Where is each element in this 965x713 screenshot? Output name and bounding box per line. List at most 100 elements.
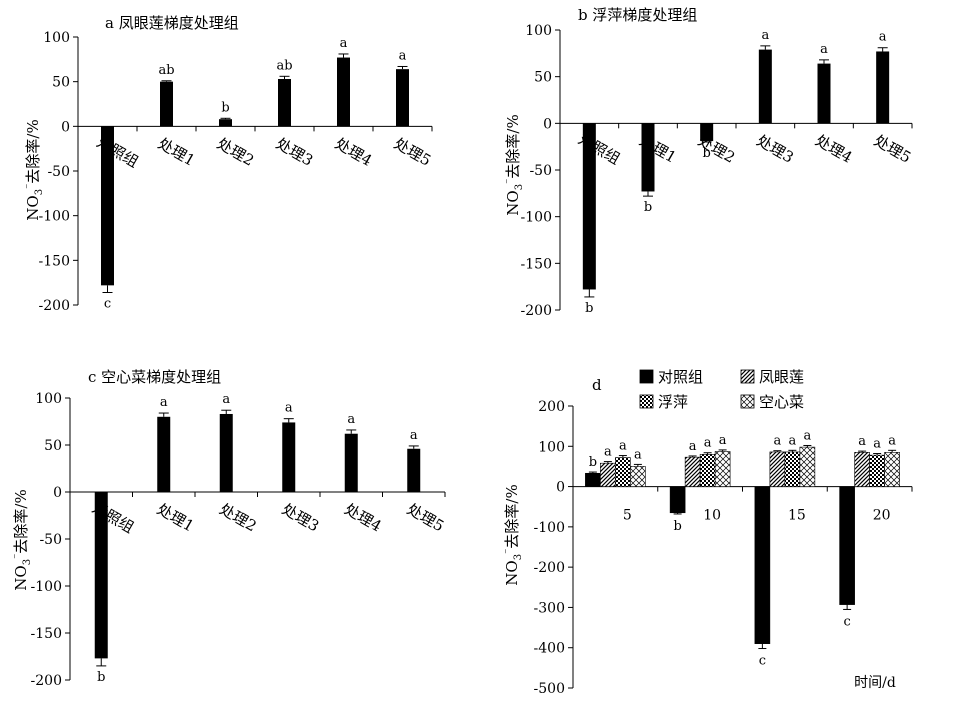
- category-label: 处理3: [273, 134, 316, 169]
- legend-swatch: [639, 369, 654, 384]
- y-axis-label: NO3⁻去除率/%: [24, 119, 45, 220]
- significance-label: a: [879, 30, 887, 45]
- category-label: 对照组: [94, 133, 142, 171]
- bar: [669, 486, 686, 514]
- significance-label: b: [585, 301, 593, 316]
- significance-label: a: [689, 439, 697, 454]
- significance-label: c: [104, 296, 111, 311]
- bar: [854, 452, 870, 487]
- significance-label: b: [589, 455, 597, 470]
- y-axis-label-group: NO3⁻去除率/%: [12, 489, 33, 590]
- y-tick-label: 200: [538, 399, 565, 415]
- significance-label: b: [97, 670, 105, 685]
- significance-label: a: [604, 445, 612, 460]
- significance-label: a: [222, 392, 230, 407]
- significance-label: a: [340, 36, 348, 51]
- significance-label: ab: [158, 63, 174, 78]
- legend-label: 对照组: [658, 368, 703, 386]
- y-tick-label: -100: [31, 579, 62, 595]
- bar: [600, 462, 616, 487]
- bar: [884, 452, 900, 487]
- y-tick-label: 100: [538, 439, 565, 455]
- significance-label: a: [634, 447, 642, 462]
- bar: [876, 51, 890, 124]
- category-label: 处理2: [214, 134, 257, 169]
- significance-label: a: [761, 28, 769, 43]
- significance-label: a: [160, 395, 168, 410]
- legend-label: 凤眼莲: [759, 368, 804, 386]
- significance-label: b: [703, 146, 711, 161]
- legend-label: 浮萍: [658, 393, 688, 411]
- chart-title: c 空心菜梯度处理组: [88, 368, 221, 386]
- category-label: 处理2: [216, 500, 259, 535]
- y-tick-label: -100: [39, 209, 70, 225]
- bar: [337, 57, 350, 127]
- y-tick-label: 50: [52, 75, 70, 91]
- category-label: 10: [703, 508, 721, 524]
- significance-label: ab: [276, 58, 292, 73]
- significance-label: a: [619, 439, 627, 454]
- bar: [157, 416, 171, 492]
- y-tick-label: -400: [534, 641, 565, 657]
- significance-label: a: [803, 428, 811, 443]
- y-tick-label: -500: [534, 681, 565, 697]
- category-label: 处理4: [332, 134, 375, 169]
- bar: [219, 119, 232, 127]
- bar: [769, 451, 786, 487]
- significance-label: a: [410, 428, 418, 443]
- y-axis-label: NO3⁻去除率/%: [504, 114, 525, 215]
- y-tick-label: 100: [35, 391, 62, 407]
- bar: [219, 413, 233, 492]
- significance-label: a: [285, 401, 293, 416]
- y-tick-label: 0: [543, 116, 552, 132]
- legend-swatch: [740, 369, 755, 384]
- y-tick-label: -100: [521, 210, 552, 226]
- chart-title: b 浮萍梯度处理组: [578, 6, 697, 24]
- y-axis-label-group: NO3⁻去除率/%: [503, 484, 524, 585]
- y-tick-label: 100: [43, 30, 70, 46]
- y-tick-label: -200: [31, 673, 62, 689]
- significance-label: a: [347, 412, 355, 427]
- y-tick-label: -50: [47, 164, 70, 180]
- legend-swatch: [639, 394, 654, 409]
- chart-panel-c: c 空心菜梯度处理组 NO3⁻去除率/% 100 50 0 -50 -100 -150 -200…: [12, 368, 447, 689]
- significance-label: a: [888, 433, 896, 448]
- bar: [278, 78, 291, 127]
- category-label: 对照组: [575, 130, 623, 168]
- category-label: 15: [788, 508, 806, 524]
- bar: [799, 446, 816, 487]
- y-tick-label: -300: [534, 600, 565, 616]
- y-tick-label: 50: [534, 70, 552, 86]
- y-axis-label: NO3⁻去除率/%: [503, 484, 524, 585]
- bar: [700, 123, 714, 142]
- significance-label: a: [399, 48, 407, 63]
- significance-label: c: [759, 654, 766, 669]
- y-tick-label: 0: [61, 119, 70, 135]
- bar: [869, 454, 885, 487]
- y-axis-label-group: NO3⁻去除率/%: [24, 119, 45, 220]
- bar: [282, 422, 296, 492]
- category-label: 处理5: [871, 131, 914, 166]
- bar: [94, 492, 108, 659]
- category-label: 处理4: [812, 131, 855, 166]
- bar: [615, 457, 631, 487]
- significance-label: b: [221, 100, 229, 115]
- chart-panel-a: a 凤眼莲梯度处理组 NO3⁻去除率/% 100 50 0 -50 -100 -150 -200…: [24, 14, 434, 314]
- significance-label: a: [788, 433, 796, 448]
- y-tick-label: 0: [556, 480, 565, 496]
- y-tick-label: -150: [31, 626, 62, 642]
- bar: [714, 451, 731, 487]
- category-label: 处理1: [155, 134, 198, 169]
- bar: [754, 486, 771, 644]
- bar: [758, 49, 772, 124]
- bar: [630, 466, 646, 487]
- category-label: 处理1: [154, 500, 197, 535]
- chart-title: a 凤眼莲梯度处理组: [105, 14, 239, 32]
- bar: [585, 472, 601, 487]
- y-tick-label: -200: [534, 560, 565, 576]
- significance-label: b: [644, 200, 652, 215]
- significance-label: a: [773, 434, 781, 449]
- significance-label: c: [843, 614, 850, 629]
